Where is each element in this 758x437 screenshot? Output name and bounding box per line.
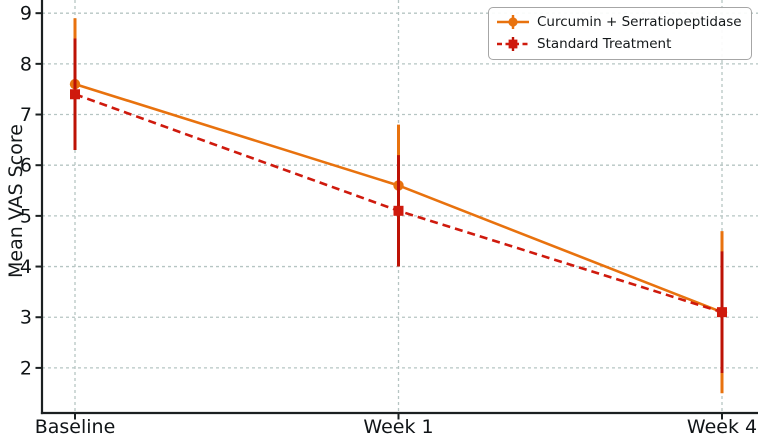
y-tick-label: 6 [20, 155, 32, 177]
x-tick-label: Week 4 [687, 416, 757, 437]
x-tick-label: Week 1 [363, 416, 433, 437]
y-tick-label: 3 [20, 307, 32, 329]
legend-marker [508, 39, 518, 49]
legend: Curcumin + Serratiopeptidase Standard Tr… [488, 7, 752, 60]
legend-item-curcumin: Curcumin + Serratiopeptidase [496, 11, 742, 33]
y-tick-label: 4 [20, 256, 32, 278]
errorbar-line-circle-icon [497, 15, 529, 29]
legend-label: Standard Treatment [537, 36, 672, 52]
legend-marker [508, 17, 518, 27]
y-tick-label: 9 [20, 3, 32, 25]
y-tick-label: 8 [20, 53, 32, 75]
y-tick-label: 2 [20, 357, 32, 379]
data-point-marker [70, 89, 80, 100]
data-point-marker [717, 307, 727, 318]
x-tick-label: Baseline [35, 416, 116, 437]
legend-label: Curcumin + Serratiopeptidase [537, 14, 742, 30]
data-point-marker [393, 205, 404, 216]
y-tick-label: 5 [20, 205, 32, 227]
errorbar-dashed-square-icon [497, 37, 529, 51]
y-tick-label: 7 [20, 104, 32, 126]
y-axis-label: Mean VAS Score [5, 124, 27, 278]
legend-item-standard: Standard Treatment [496, 33, 742, 55]
